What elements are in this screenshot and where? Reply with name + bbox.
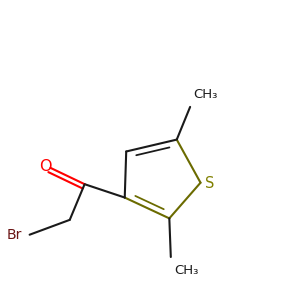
Text: O: O bbox=[39, 159, 52, 174]
Text: CH₃: CH₃ bbox=[193, 88, 218, 101]
Text: S: S bbox=[205, 176, 214, 191]
Text: Br: Br bbox=[6, 228, 22, 242]
Text: CH₃: CH₃ bbox=[174, 264, 199, 278]
